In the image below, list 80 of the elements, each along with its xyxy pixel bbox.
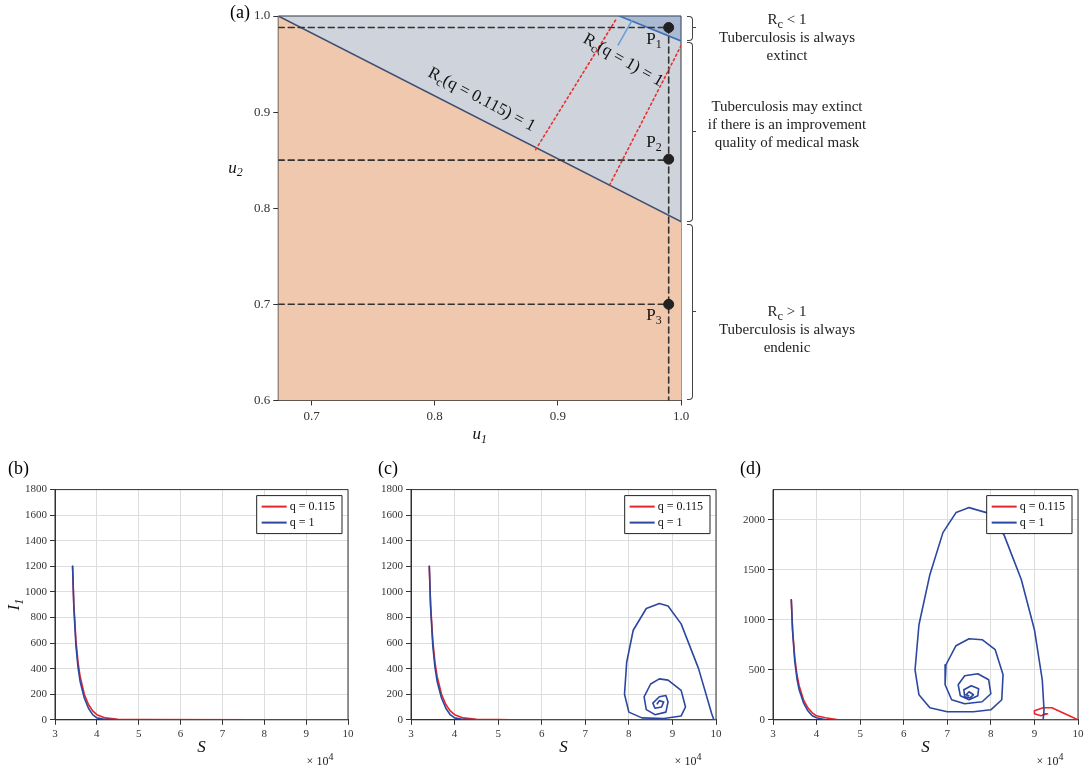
x-tick-label: 8 bbox=[988, 727, 995, 740]
y-tick-label: 1600 bbox=[25, 508, 48, 521]
text: Tuberculosis may extinct if there is an improvement quality of medical mask bbox=[707, 97, 867, 151]
y-tick-label: 600 bbox=[386, 635, 404, 648]
x-tick-label: 4 bbox=[451, 727, 458, 740]
x-tick-label: 3 bbox=[770, 727, 777, 740]
x-tick-label: 10 bbox=[1072, 727, 1084, 740]
text: R$_{c}$ < 1 bbox=[767, 11, 807, 31]
x-tick-label: 3 bbox=[408, 727, 415, 740]
legend-label: q = 1 bbox=[289, 514, 315, 529]
y-tick-label: 0.6 bbox=[254, 391, 271, 407]
y-tick-label: 1200 bbox=[25, 559, 48, 572]
y-tick-label: 1500 bbox=[743, 562, 766, 575]
legend-label: q = 1 bbox=[657, 514, 683, 529]
text: × 10$^{4}$ bbox=[305, 750, 335, 770]
x-tick-label: 5 bbox=[857, 727, 864, 740]
x-tick-label: 4 bbox=[94, 727, 101, 740]
y-tick-label: 1.0 bbox=[254, 7, 271, 23]
x-tick-label: 8 bbox=[261, 727, 268, 740]
y-tick-label: 1600 bbox=[381, 508, 404, 521]
x-tick-label: 0.8 bbox=[426, 407, 443, 423]
x-tick-label: 9 bbox=[303, 727, 310, 740]
chart-title: (b) bbox=[8, 458, 29, 479]
y-tick-label: 1200 bbox=[381, 559, 404, 572]
y-tick-label: 800 bbox=[386, 610, 404, 623]
y-tick-label: 1400 bbox=[381, 533, 404, 546]
chart-title: (a) bbox=[230, 2, 250, 23]
y-tick-label: 0 bbox=[759, 712, 766, 725]
x-tick-label: 0.7 bbox=[303, 407, 321, 423]
text: Tuberculosis is always endenic bbox=[717, 320, 857, 356]
y-tick-label: 1800 bbox=[381, 482, 404, 495]
x-tick-label: 0.9 bbox=[549, 407, 566, 423]
x-tick-label: 4 bbox=[813, 727, 820, 740]
y-tick-label: 400 bbox=[386, 661, 404, 674]
x-tick-label: 9 bbox=[669, 727, 676, 740]
x-tick-label: 10 bbox=[342, 727, 354, 740]
y-tick-label: 200 bbox=[386, 687, 404, 700]
x-tick-label: 5 bbox=[495, 727, 502, 740]
text: × 10$^{4}$ bbox=[1035, 750, 1065, 770]
y-tick-label: 0 bbox=[41, 712, 48, 725]
text: Tuberculosis is always extinct bbox=[717, 28, 857, 64]
y-tick-label: 0 bbox=[397, 712, 404, 725]
y-tick-label: 400 bbox=[30, 661, 48, 674]
y-tick-label: 1000 bbox=[381, 584, 404, 597]
y-axis-title: I1 bbox=[4, 598, 27, 612]
x-tick-label: 3 bbox=[52, 727, 59, 740]
x-tick-label: 6 bbox=[177, 727, 184, 740]
x-tick-label: 5 bbox=[135, 727, 142, 740]
y-tick-label: 1800 bbox=[25, 482, 48, 495]
y-tick-label: 500 bbox=[748, 662, 766, 675]
text: × 10$^{4}$ bbox=[673, 750, 703, 770]
x-tick-label: 8 bbox=[626, 727, 633, 740]
legend-label: q = 0.115 bbox=[1019, 498, 1066, 513]
y-tick-label: 0.7 bbox=[254, 295, 271, 311]
y-tick-label: 0.9 bbox=[254, 103, 271, 119]
x-axis-title: S bbox=[921, 737, 931, 757]
x-tick-label: 7 bbox=[944, 727, 951, 740]
x-tick-label: 9 bbox=[1031, 727, 1038, 740]
y-tick-label: 2000 bbox=[743, 512, 766, 525]
chart-title: (c) bbox=[378, 458, 398, 479]
chart-title: (d) bbox=[740, 458, 761, 479]
x-axis-title: S bbox=[559, 737, 569, 757]
x-axis-title: S bbox=[197, 737, 207, 757]
x-tick-label: 6 bbox=[900, 727, 907, 740]
text: R$_{c}$ > 1 bbox=[767, 303, 807, 323]
y-tick-label: 200 bbox=[30, 687, 48, 700]
y-tick-label: 600 bbox=[30, 635, 48, 648]
y-tick-label: 1000 bbox=[743, 612, 766, 625]
y-tick-label: 1000 bbox=[25, 584, 48, 597]
x-tick-label: 6 bbox=[538, 727, 545, 740]
y-tick-label: 0.8 bbox=[254, 199, 271, 215]
legend-label: q = 0.115 bbox=[289, 498, 336, 513]
x-tick-label: 10 bbox=[710, 727, 722, 740]
x-tick-label: 7 bbox=[582, 727, 589, 740]
x-tick-label: 7 bbox=[219, 727, 226, 740]
legend-label: q = 1 bbox=[1019, 514, 1045, 529]
legend-label: q = 0.115 bbox=[657, 498, 704, 513]
y-tick-label: 1400 bbox=[25, 533, 48, 546]
x-tick-label: 1.0 bbox=[672, 407, 690, 423]
y-tick-label: 800 bbox=[30, 610, 48, 623]
